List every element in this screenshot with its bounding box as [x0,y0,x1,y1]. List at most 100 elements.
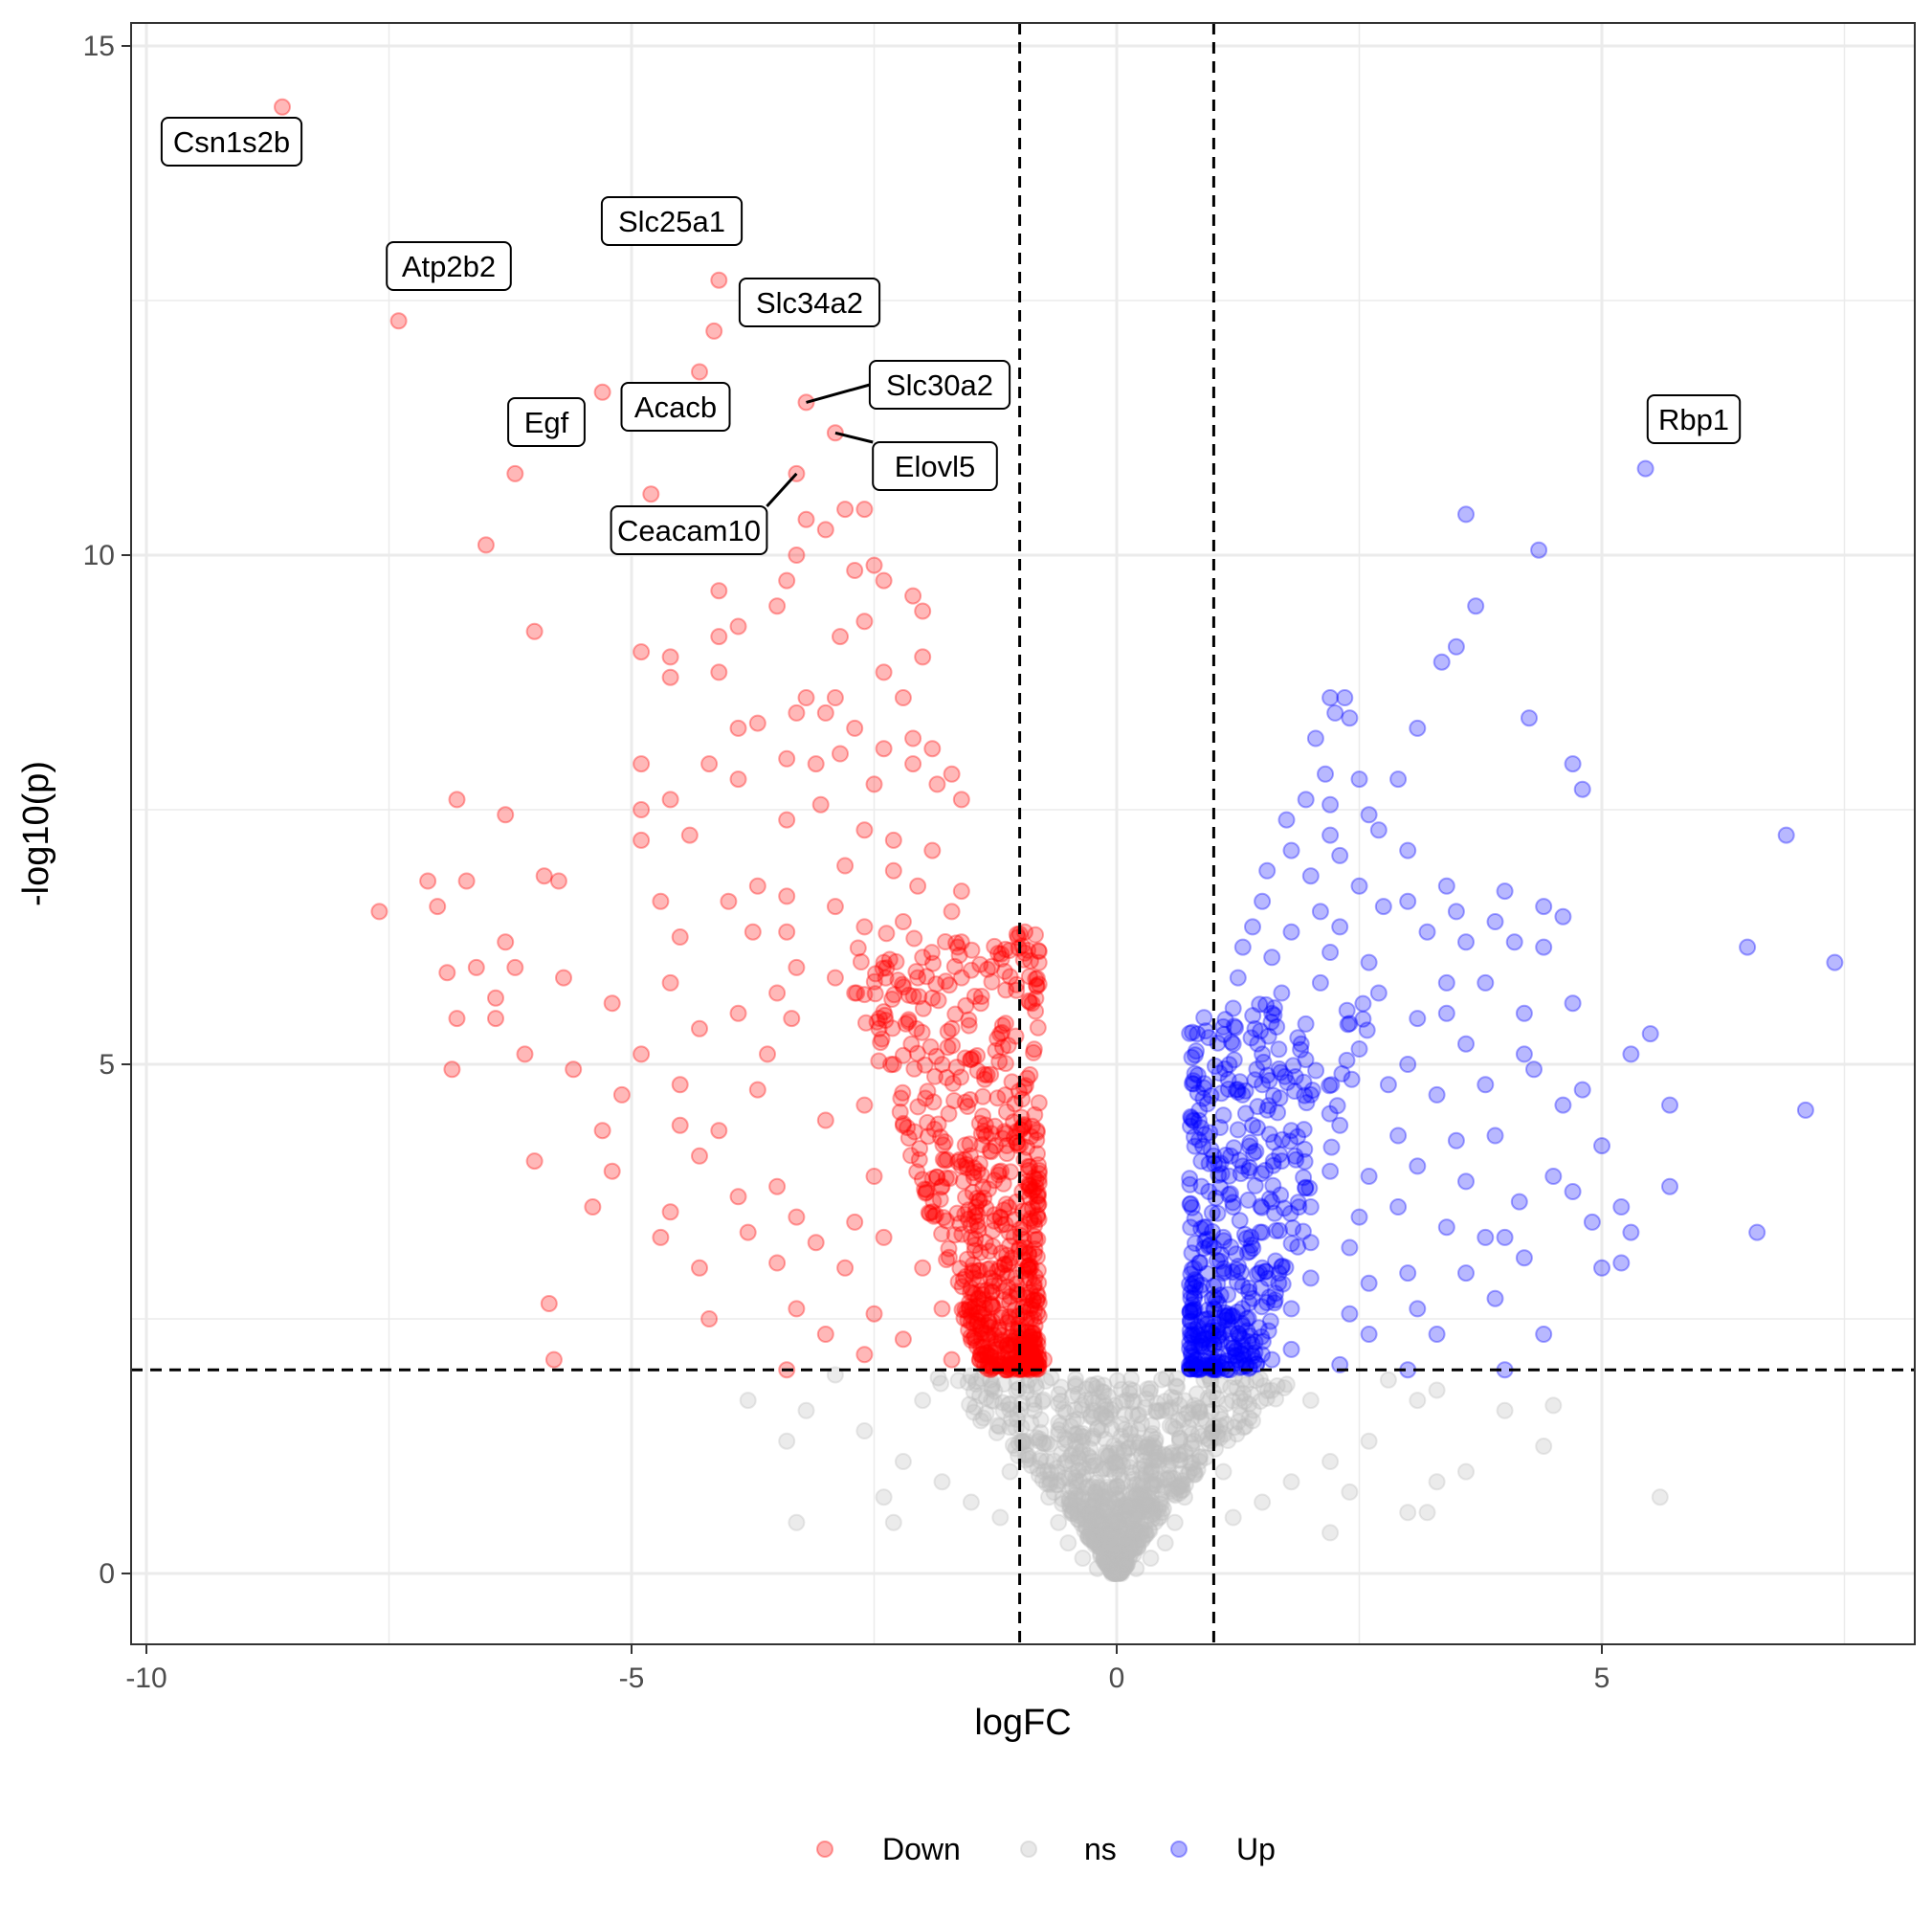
point-ns [1081,1449,1099,1467]
point-ns [1168,1378,1187,1396]
point-up [1341,1238,1359,1257]
point-ns [1012,1418,1031,1437]
point-up [1510,1193,1528,1211]
point-up [1321,944,1340,961]
point-ns [1126,1500,1144,1518]
point-down [855,821,874,839]
point-ns [1109,1564,1127,1582]
point-ns [1105,1550,1122,1568]
point-ns [1116,1420,1134,1439]
point-ns [965,1383,983,1401]
point-down [836,501,855,519]
point-up [1477,1228,1495,1246]
point-ns [1097,1548,1115,1566]
point-down [884,831,902,849]
point-ns [982,1371,1000,1389]
point-ns [1131,1460,1149,1478]
point-ns [1142,1450,1160,1468]
point-down [996,1015,1014,1033]
point-up [1409,1157,1427,1175]
point-up [1515,1004,1533,1022]
point-ns [999,1395,1017,1414]
point-ns [855,1422,874,1439]
point-ns [1254,1493,1272,1511]
point-ns [1078,1528,1097,1546]
point-down [1030,1294,1048,1311]
point-up [1273,1130,1291,1149]
label-text: Slc25a1 [618,205,725,238]
point-ns [1079,1446,1098,1464]
point-ns [1123,1405,1142,1423]
point-ns [1105,1564,1123,1582]
point-up [1271,1089,1289,1107]
point-ns [1186,1396,1204,1415]
point-up [1535,1326,1553,1343]
point-ns [1025,1391,1043,1409]
point-up [1447,903,1465,921]
point-ns [1163,1443,1181,1462]
point-ns [1069,1506,1086,1525]
point-ns [1123,1514,1142,1532]
point-ns [1191,1447,1210,1465]
point-up [1374,898,1392,916]
point-ns [1091,1507,1109,1526]
point-ns [1107,1558,1125,1576]
point-ns [1001,1462,1019,1481]
point-ns [1041,1470,1059,1488]
point-up [1622,1223,1640,1241]
point-ns [1098,1498,1116,1516]
point-ns [1082,1523,1100,1541]
point-ns [1110,1528,1128,1546]
point-ns [1129,1538,1147,1556]
point-ns [1195,1371,1213,1389]
point-ns [991,1508,1010,1527]
point-ns [1050,1425,1068,1443]
point-ns [1136,1491,1154,1509]
point-up [1273,984,1291,1002]
point-down [865,1168,883,1185]
point-ns [1232,1390,1250,1407]
point-ns [1108,1550,1126,1568]
point-ns [1144,1424,1162,1442]
point-down [927,975,945,993]
point-up [1593,1137,1610,1155]
point-down [807,1234,825,1252]
point-down [593,383,611,401]
point-ns [1091,1522,1109,1540]
point-down [816,703,834,722]
point-ns [1063,1465,1081,1484]
point-up [1409,1010,1427,1028]
point-up [1544,1168,1563,1185]
point-down [914,602,932,620]
point-ns [962,1367,980,1385]
point-ns [1108,1547,1126,1565]
point-ns [1121,1497,1139,1515]
point-ns [1097,1430,1114,1448]
point-down [768,597,787,615]
point-down [1025,1276,1043,1294]
point-ns [1169,1412,1188,1430]
point-up [1209,1321,1227,1339]
point-ns [1097,1397,1115,1416]
point-ns [1136,1486,1154,1505]
point-ns [1203,1424,1221,1442]
point-ns [972,1412,989,1430]
point-ns [1128,1503,1146,1521]
point-ns [1050,1385,1068,1403]
legend-label-ns: ns [1084,1832,1117,1866]
point-ns [1212,1410,1231,1428]
point-ns [1143,1485,1161,1504]
point-up [1208,1251,1226,1269]
point-ns [1121,1421,1140,1439]
point-ns [1164,1447,1182,1464]
point-ns [1127,1486,1145,1505]
point-ns [1084,1427,1102,1445]
point-ns [1052,1392,1070,1410]
point-ns [1063,1505,1081,1523]
point-ns [971,1387,988,1405]
point-ns [1156,1534,1174,1552]
point-ns [1099,1546,1118,1564]
point-ns [1186,1432,1204,1450]
point-ns [1171,1451,1189,1469]
point-ns [1104,1541,1122,1559]
